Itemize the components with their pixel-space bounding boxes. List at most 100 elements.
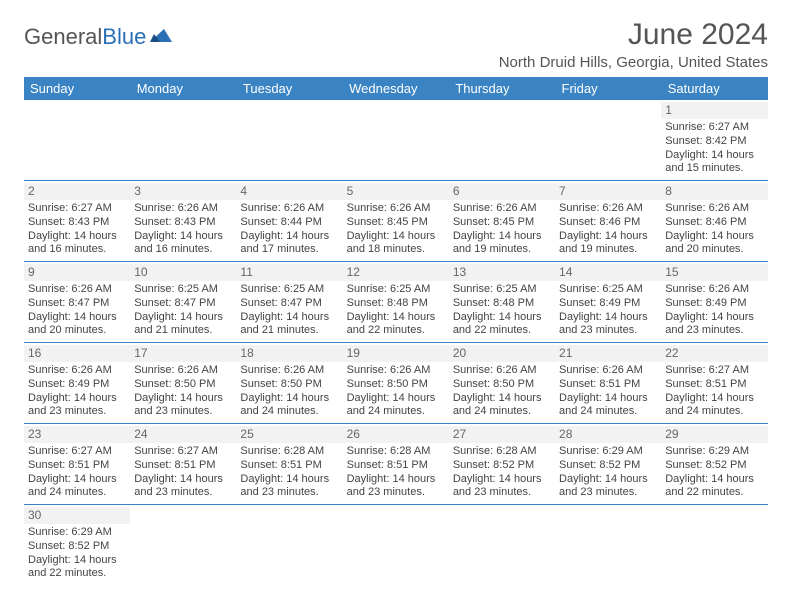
calendar-empty-cell [24,100,130,181]
daylight-line: Daylight: 14 hours and 24 minutes. [28,473,126,501]
weekday-header: Sunday [24,77,130,100]
calendar-empty-cell [449,505,555,586]
day-number: 20 [449,345,555,362]
daylight-line: Daylight: 14 hours and 21 minutes. [240,311,338,339]
weekday-header: Saturday [661,77,767,100]
sunrise-line: Sunrise: 6:28 AM [240,445,338,459]
calendar-day-cell: 21Sunrise: 6:26 AMSunset: 8:51 PMDayligh… [555,343,661,424]
calendar-empty-cell [236,100,342,181]
sunrise-line: Sunrise: 6:27 AM [665,121,763,135]
sunset-line: Sunset: 8:51 PM [134,459,232,473]
calendar-row: 23Sunrise: 6:27 AMSunset: 8:51 PMDayligh… [24,424,768,505]
sunset-line: Sunset: 8:52 PM [559,459,657,473]
calendar-empty-cell [555,505,661,586]
day-number: 18 [236,345,342,362]
sunrise-line: Sunrise: 6:27 AM [665,364,763,378]
day-number: 1 [661,102,767,119]
day-number: 12 [343,264,449,281]
sunset-line: Sunset: 8:44 PM [240,216,338,230]
sunrise-line: Sunrise: 6:26 AM [453,202,551,216]
sunrise-line: Sunrise: 6:29 AM [559,445,657,459]
day-number: 29 [661,426,767,443]
day-number: 9 [24,264,130,281]
logo-text-general: General [24,24,102,50]
calendar-day-cell: 20Sunrise: 6:26 AMSunset: 8:50 PMDayligh… [449,343,555,424]
sunset-line: Sunset: 8:50 PM [453,378,551,392]
calendar-day-cell: 18Sunrise: 6:26 AMSunset: 8:50 PMDayligh… [236,343,342,424]
daylight-line: Daylight: 14 hours and 16 minutes. [28,230,126,258]
daylight-line: Daylight: 14 hours and 23 minutes. [347,473,445,501]
day-number: 7 [555,183,661,200]
sunrise-line: Sunrise: 6:28 AM [453,445,551,459]
logo-text-blue: Blue [102,24,146,50]
daylight-line: Daylight: 14 hours and 19 minutes. [559,230,657,258]
calendar-body: 1Sunrise: 6:27 AMSunset: 8:42 PMDaylight… [24,100,768,585]
day-number: 17 [130,345,236,362]
daylight-line: Daylight: 14 hours and 23 minutes. [559,473,657,501]
calendar-day-cell: 26Sunrise: 6:28 AMSunset: 8:51 PMDayligh… [343,424,449,505]
day-number: 10 [130,264,236,281]
weekday-header: Monday [130,77,236,100]
sunrise-line: Sunrise: 6:29 AM [665,445,763,459]
calendar-day-cell: 2Sunrise: 6:27 AMSunset: 8:43 PMDaylight… [24,181,130,262]
sunrise-line: Sunrise: 6:26 AM [28,364,126,378]
calendar-table: SundayMondayTuesdayWednesdayThursdayFrid… [24,77,768,585]
sunset-line: Sunset: 8:46 PM [559,216,657,230]
sunset-line: Sunset: 8:43 PM [134,216,232,230]
calendar-empty-cell [661,505,767,586]
daylight-line: Daylight: 14 hours and 23 minutes. [28,392,126,420]
sunset-line: Sunset: 8:45 PM [453,216,551,230]
calendar-empty-cell [343,505,449,586]
sunrise-line: Sunrise: 6:27 AM [134,445,232,459]
calendar-day-cell: 1 Sunrise: 6:27 AMSunset: 8:42 PMDaylight… [661,100,767,181]
daylight-line: Daylight: 14 hours and 24 minutes. [665,392,763,420]
sunset-line: Sunset: 8:48 PM [347,297,445,311]
sunset-line: Sunset: 8:43 PM [28,216,126,230]
calendar-day-cell: 24Sunrise: 6:27 AMSunset: 8:51 PMDayligh… [130,424,236,505]
calendar-day-cell: 23Sunrise: 6:27 AMSunset: 8:51 PMDayligh… [24,424,130,505]
sunrise-line: Sunrise: 6:26 AM [665,283,763,297]
sunset-line: Sunset: 8:45 PM [347,216,445,230]
daylight-line: Daylight: 14 hours and 24 minutes. [559,392,657,420]
calendar-day-cell: 28Sunrise: 6:29 AMSunset: 8:52 PMDayligh… [555,424,661,505]
sunset-line: Sunset: 8:50 PM [134,378,232,392]
sunset-line: Sunset: 8:46 PM [665,216,763,230]
daylight-line: Daylight: 14 hours and 22 minutes. [347,311,445,339]
sunset-line: Sunset: 8:49 PM [28,378,126,392]
daylight-line: Daylight: 14 hours and 24 minutes. [347,392,445,420]
daylight-line: Daylight: 14 hours and 16 minutes. [134,230,232,258]
day-number: 21 [555,345,661,362]
logo: GeneralBlue [24,24,176,50]
calendar-day-cell: 16Sunrise: 6:26 AMSunset: 8:49 PMDayligh… [24,343,130,424]
weekday-header: Tuesday [236,77,342,100]
sunset-line: Sunset: 8:47 PM [28,297,126,311]
daylight-line: Daylight: 14 hours and 22 minutes. [453,311,551,339]
sunset-line: Sunset: 8:51 PM [240,459,338,473]
weekday-header: Wednesday [343,77,449,100]
day-number: 26 [343,426,449,443]
sunrise-line: Sunrise: 6:26 AM [134,364,232,378]
day-number: 15 [661,264,767,281]
day-number: 4 [236,183,342,200]
sunset-line: Sunset: 8:42 PM [665,135,763,149]
day-number: 2 [24,183,130,200]
sunset-line: Sunset: 8:52 PM [665,459,763,473]
sunrise-line: Sunrise: 6:25 AM [559,283,657,297]
day-number: 3 [130,183,236,200]
day-number: 13 [449,264,555,281]
sunrise-line: Sunrise: 6:25 AM [134,283,232,297]
calendar-day-cell: 19Sunrise: 6:26 AMSunset: 8:50 PMDayligh… [343,343,449,424]
daylight-line: Daylight: 14 hours and 23 minutes. [453,473,551,501]
sunrise-line: Sunrise: 6:25 AM [347,283,445,297]
calendar-day-cell: 11Sunrise: 6:25 AMSunset: 8:47 PMDayligh… [236,262,342,343]
daylight-line: Daylight: 14 hours and 21 minutes. [134,311,232,339]
calendar-day-cell: 29Sunrise: 6:29 AMSunset: 8:52 PMDayligh… [661,424,767,505]
calendar-day-cell: 27Sunrise: 6:28 AMSunset: 8:52 PMDayligh… [449,424,555,505]
calendar-day-cell: 22Sunrise: 6:27 AMSunset: 8:51 PMDayligh… [661,343,767,424]
daylight-line: Daylight: 14 hours and 15 minutes. [665,149,763,177]
sunset-line: Sunset: 8:51 PM [665,378,763,392]
calendar-row: 1 Sunrise: 6:27 AMSunset: 8:42 PMDaylight… [24,100,768,181]
sunset-line: Sunset: 8:50 PM [347,378,445,392]
sunset-line: Sunset: 8:48 PM [453,297,551,311]
sunrise-line: Sunrise: 6:27 AM [28,445,126,459]
